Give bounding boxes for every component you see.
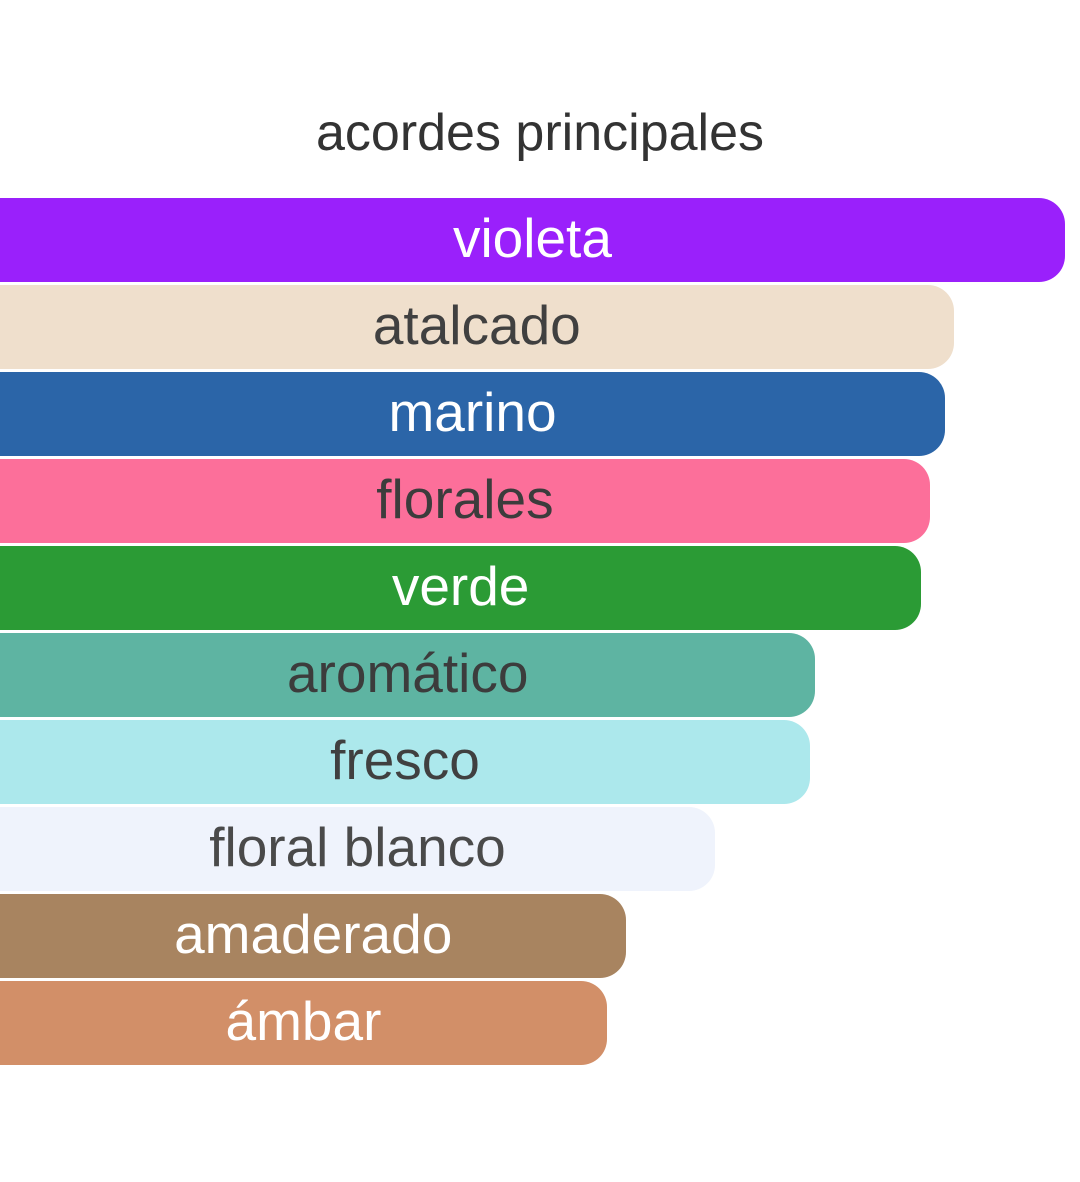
accord-label: floral blanco bbox=[209, 815, 506, 878]
accord-label: verde bbox=[391, 554, 530, 617]
accord-bar-floral-blanco: floral blanco bbox=[0, 807, 715, 891]
accord-bar-amaderado: amaderado bbox=[0, 894, 627, 978]
accord-bar-florales: florales bbox=[0, 459, 930, 543]
accord-bar-aromático: aromático bbox=[0, 633, 816, 717]
accord-bar-atalcado: atalcado bbox=[0, 285, 954, 369]
accord-label: marino bbox=[388, 380, 557, 443]
accord-bars-container: violeta atalcado marino florales verde aromát… bbox=[0, 198, 1080, 1065]
accord-label: violeta bbox=[452, 206, 612, 269]
chart-title: acordes principales bbox=[315, 104, 765, 162]
accord-label: fresco bbox=[330, 728, 480, 791]
accord-label: amaderado bbox=[174, 902, 453, 965]
accord-label: aromático bbox=[286, 641, 529, 704]
accord-bar-fresco: fresco bbox=[0, 720, 810, 804]
accord-bar-ámbar: ámbar bbox=[0, 981, 607, 1065]
accord-label: atalcado bbox=[372, 293, 581, 356]
main-accords-chart: acordes principales violeta atalcado marin… bbox=[0, 102, 1080, 1065]
accord-label: ámbar bbox=[225, 989, 382, 1052]
accord-bar-violeta: violeta bbox=[0, 198, 1065, 282]
accord-bar-marino: marino bbox=[0, 372, 945, 456]
accord-bar-verde: verde bbox=[0, 546, 922, 630]
accord-label: florales bbox=[376, 467, 554, 530]
